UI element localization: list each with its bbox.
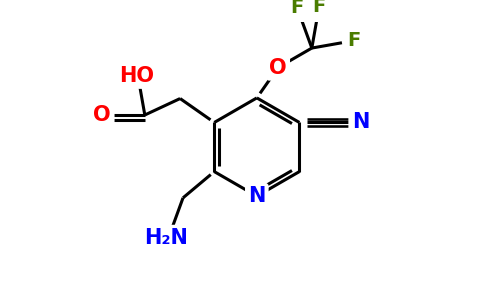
Text: F: F (313, 0, 326, 16)
Text: HO: HO (119, 66, 154, 86)
Text: F: F (347, 31, 361, 50)
Text: H₂N: H₂N (144, 228, 188, 248)
Text: N: N (248, 186, 266, 206)
Text: O: O (269, 58, 287, 77)
Text: O: O (93, 105, 111, 125)
Text: N: N (352, 112, 369, 133)
Text: F: F (290, 0, 304, 17)
